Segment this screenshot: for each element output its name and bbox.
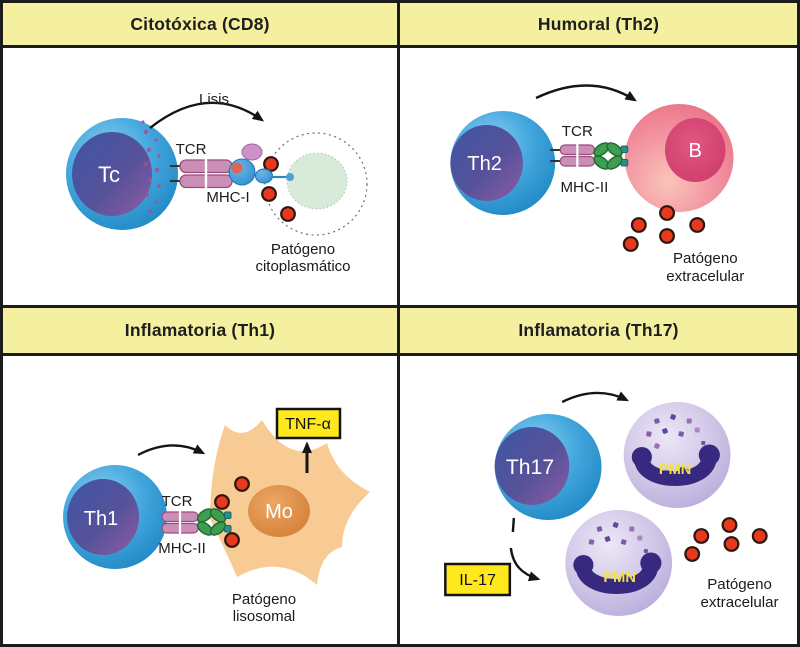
panel-inflammatory-th17: PMN P [400, 356, 797, 644]
mhc2-label: MHC-II [560, 179, 608, 196]
svg-text:Patógeno: Patógeno [232, 591, 296, 608]
activation-arrow [535, 84, 637, 102]
cytotoxic-illustration: Tc Lisis TCR MHC-I [66, 91, 368, 275]
th2-cell-label: Th2 [467, 153, 502, 175]
th1-cell: Th1 [63, 465, 167, 569]
tc-cell: Tc [66, 118, 178, 230]
pathogen-dots [622, 205, 706, 252]
th17-cell: Th17 [494, 414, 602, 520]
lisis-arrow [149, 101, 265, 129]
b-cell: B [624, 104, 734, 212]
macrophage-label: Mo [265, 501, 293, 523]
caption-extracellular-pathogen: Patógeno extracelular [701, 576, 779, 611]
il17-label: IL-17 [459, 571, 496, 589]
header-inflammatory-th1: Inflamatoria (Th1) [3, 308, 400, 356]
pmn-top-label: PMN [659, 462, 691, 478]
pmn-cell-bottom: PMN [565, 510, 673, 616]
th17-cell-label: Th17 [506, 456, 554, 479]
svg-text:extracelular: extracelular [666, 268, 744, 285]
header-cytotoxic-title: Citotóxica (CD8) [130, 13, 270, 34]
pmn-top-nucleus [631, 444, 720, 486]
caption-cytoplasmic-pathogen: Patógeno citoplasmático [255, 241, 350, 275]
humoral-illustration: B Th2 TCR MHC-II [450, 84, 744, 285]
activation-arrow [137, 444, 206, 457]
th1-illustration: Mo TNF-α Th1 TCR [63, 407, 370, 625]
pathogen-dots [684, 517, 768, 562]
target-cell [264, 132, 368, 236]
mhc1-label: MHC-I [206, 189, 249, 206]
th2-cell: Th2 [450, 111, 556, 215]
tc-cell-granules [141, 120, 161, 213]
header-inflammatory-th1-title: Inflamatoria (Th1) [124, 320, 276, 340]
caption-extracellular-pathogen: Patógeno extracelular [666, 250, 744, 285]
svg-text:Patógeno: Patógeno [673, 250, 738, 267]
pmn-bottom-nucleus [573, 552, 662, 594]
header-inflammatory-th17-title: Inflamatoria (Th17) [518, 320, 679, 340]
mhc1-receptor-icon [228, 143, 294, 186]
activation-arrow-top [561, 391, 629, 404]
panel-humoral: B Th2 TCR MHC-II [400, 48, 797, 308]
th1-cell-label: Th1 [84, 508, 118, 530]
svg-text:citoplasmático: citoplasmático [255, 258, 350, 275]
header-cytotoxic: Citotóxica (CD8) [3, 3, 400, 48]
b-cell-label: B [689, 140, 702, 162]
tcr-receptor-icon [161, 511, 199, 534]
tnf-box: TNF-α [275, 407, 342, 440]
header-inflammatory-th17: Inflamatoria (Th17) [400, 308, 797, 356]
svg-text:Patógeno: Patógeno [271, 241, 335, 258]
panel-inflammatory-th1: Mo TNF-α Th1 TCR [3, 356, 400, 644]
svg-text:extracelular: extracelular [701, 594, 779, 611]
svg-text:Patógeno: Patógeno [707, 576, 772, 593]
il17-box: IL-17 [444, 562, 512, 597]
th17-illustration: PMN P [444, 391, 779, 616]
tcr-receptor-icon [550, 144, 596, 167]
activation-arrow-bottom [509, 517, 541, 582]
mhc2-label: MHC-II [158, 540, 206, 557]
tcr-receptor-icon [170, 159, 233, 189]
macrophage-cell: Mo [210, 420, 370, 585]
pmn-top-granules [646, 414, 706, 449]
pmn-cell-top: PMN [623, 402, 731, 508]
tnf-label: TNF-α [285, 416, 331, 433]
pmn-bottom-granules [588, 522, 648, 553]
svg-text:lisosomal: lisosomal [233, 608, 296, 625]
header-humoral-title: Humoral (Th2) [537, 13, 660, 34]
tcr-label: TCR [162, 493, 193, 510]
pmn-bottom-label: PMN [603, 570, 635, 586]
header-humoral: Humoral (Th2) [400, 3, 797, 48]
panel-cytotoxic: Tc Lisis TCR MHC-I [3, 48, 400, 308]
caption-lysosomal-pathogen: Patógeno lisosomal [232, 591, 296, 625]
mhc2-receptor-icon [591, 139, 629, 173]
tcr-label: TCR [562, 123, 593, 140]
tc-cell-label: Tc [98, 162, 120, 187]
lisis-label: Lisis [199, 91, 229, 108]
tcr-label: TCR [176, 141, 207, 158]
